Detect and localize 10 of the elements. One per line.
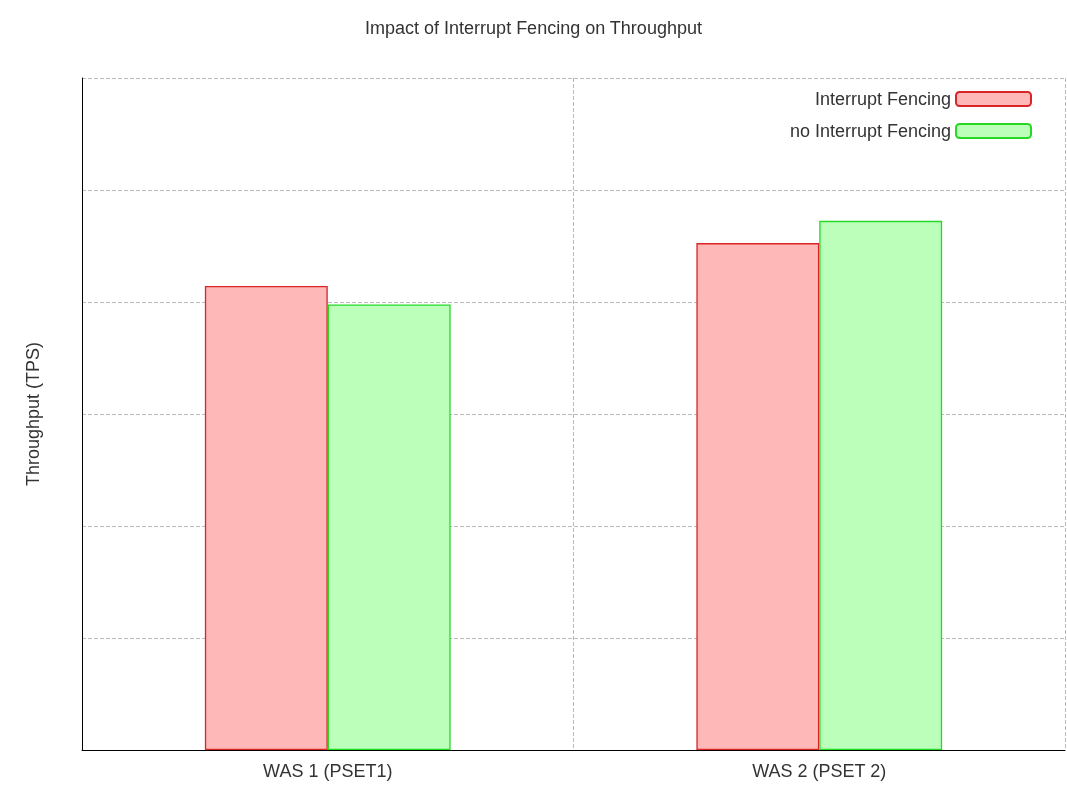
chart-title: Impact of Interrupt Fencing on Throughput <box>365 18 702 38</box>
bar <box>204 285 328 750</box>
x-tick-label: WAS 1 (PSET1) <box>263 761 393 781</box>
legend-label: Interrupt Fencing <box>814 89 951 109</box>
legend-label: no Interrupt Fencing <box>789 121 951 141</box>
x-tick-label: WAS 2 (PSET 2) <box>752 761 887 781</box>
y-axis-title: Throughput (TPS) <box>23 341 43 487</box>
bar <box>696 243 820 750</box>
bar <box>819 220 943 750</box>
bar <box>327 304 451 750</box>
